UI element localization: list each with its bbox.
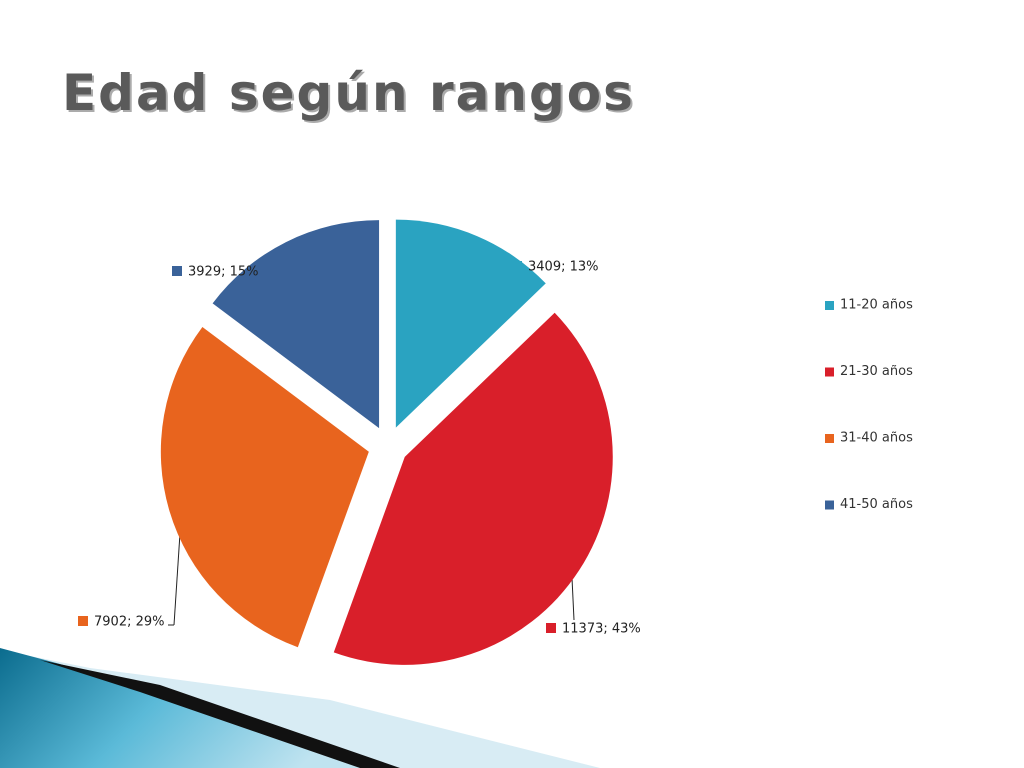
- legend-swatch: [825, 500, 834, 510]
- data-label: 3409; 13%: [528, 260, 599, 275]
- data-label: 3929; 15%: [188, 265, 259, 280]
- legend-label: 21-30 años: [840, 364, 913, 379]
- legend-swatch: [825, 301, 834, 310]
- pie-slice: [333, 312, 613, 665]
- title-shadow: Edad según rangos: [64, 66, 637, 124]
- legend-label: 31-40 años: [840, 431, 913, 446]
- data-label: 11373; 43%: [562, 622, 641, 637]
- chart-title: Edad según rangos: [62, 64, 635, 122]
- label-swatch: [546, 623, 556, 633]
- label-swatch: [172, 266, 182, 276]
- label-swatch: [512, 261, 522, 271]
- legend-label: 11-20 años: [840, 298, 913, 313]
- leader-line: [571, 577, 575, 621]
- pie-slice: [212, 220, 380, 429]
- swoosh-dark: [40, 660, 400, 768]
- data-label: 7902; 29%: [94, 615, 165, 630]
- label-swatch: [78, 616, 88, 626]
- pie-slice: [395, 219, 546, 428]
- legend-label: 41-50 años: [840, 497, 913, 512]
- legend-swatch: [825, 367, 834, 377]
- legend-swatch: [825, 434, 834, 443]
- pie-slice: [160, 326, 369, 648]
